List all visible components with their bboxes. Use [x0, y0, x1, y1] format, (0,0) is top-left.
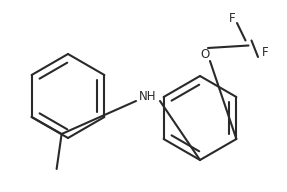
- Text: O: O: [200, 49, 210, 61]
- Text: F: F: [229, 12, 235, 25]
- Text: NH: NH: [139, 89, 157, 103]
- Text: F: F: [262, 46, 268, 60]
